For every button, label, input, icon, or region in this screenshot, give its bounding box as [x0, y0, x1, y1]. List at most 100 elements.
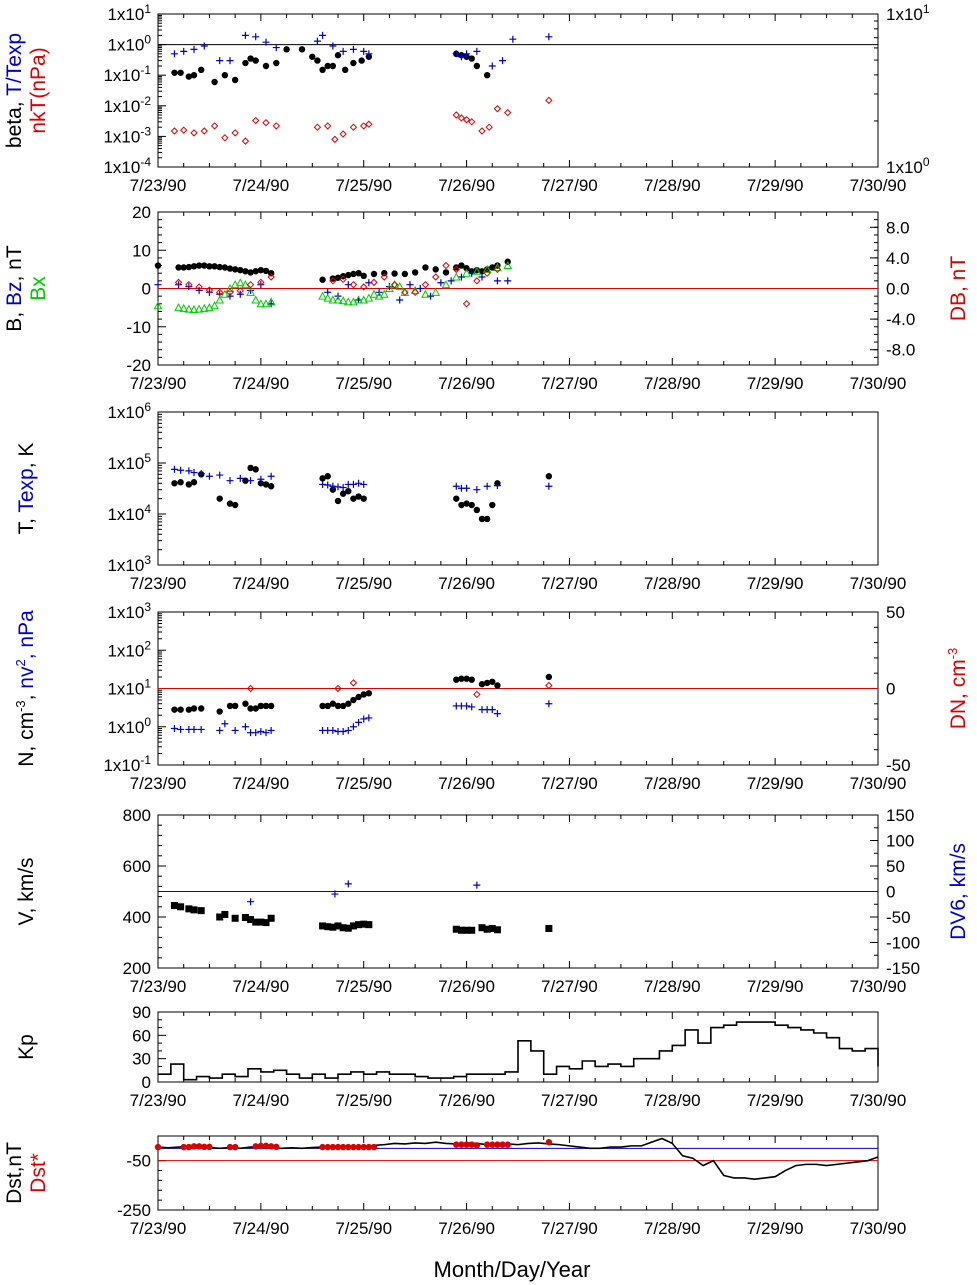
- data-point: [545, 33, 553, 41]
- data-point: [210, 122, 219, 130]
- y-tick-label-left-base: 1x10: [107, 36, 144, 55]
- data-point: [252, 918, 260, 926]
- data-point: [463, 702, 471, 710]
- data-point: [344, 924, 352, 932]
- data-point: [309, 53, 316, 60]
- x-tick-label: 7/30/90: [850, 977, 907, 996]
- panel-beta-ylabel: beta, T/Texp nkT(nPa): [3, 33, 50, 148]
- y-tick-label-right: 1x100: [886, 155, 930, 177]
- panels-root: 7/23/90 7/24/90 7/25/90 7/26/90 7/27/90 7/28/…: [3, 2, 970, 1238]
- data-point: [262, 119, 270, 127]
- data-point: [206, 263, 213, 270]
- data-point: [452, 111, 460, 119]
- data-point: [242, 477, 249, 484]
- y-tick-label-right: 150: [886, 806, 914, 825]
- y-tick-label-left: 1x10-2: [103, 94, 151, 116]
- series-beta: [171, 46, 491, 86]
- y-tick-label-left-base: 1x10: [103, 97, 140, 116]
- panel-bfield-ylabel-seg-1-0: Bx: [27, 276, 50, 301]
- data-point: [170, 127, 179, 135]
- data-point: [334, 702, 342, 710]
- data-point: [329, 42, 337, 50]
- data-point: [180, 264, 187, 271]
- data-point: [174, 303, 183, 312]
- data-point: [349, 297, 358, 306]
- data-point: [190, 725, 198, 733]
- data-point: [421, 280, 430, 289]
- x-tick-label: 7/29/90: [747, 774, 804, 793]
- y-tick-label-left: 30: [132, 1050, 151, 1069]
- y-tick-label-left: 1x102: [107, 638, 151, 660]
- x-tick-label: 7/24/90: [232, 374, 289, 393]
- data-point: [453, 1141, 460, 1148]
- data-point: [339, 490, 347, 497]
- data-point: [463, 500, 470, 507]
- data-point: [190, 906, 198, 914]
- data-point: [257, 728, 265, 736]
- data-point: [221, 134, 229, 142]
- data-point: [199, 303, 209, 312]
- x-tick-label: 7/23/90: [130, 977, 187, 996]
- data-point: [334, 922, 342, 930]
- data-point: [247, 477, 255, 485]
- data-point: [170, 902, 178, 910]
- data-point: [458, 675, 465, 682]
- data-point: [458, 262, 465, 269]
- data-point: [473, 690, 481, 699]
- x-tick-label: 7/23/90: [130, 574, 187, 593]
- data-point: [256, 299, 266, 308]
- data-point: [345, 271, 352, 279]
- x-tick-label: 7/24/90: [232, 977, 289, 996]
- data-point: [216, 708, 223, 715]
- data-point: [180, 126, 188, 134]
- data-point: [339, 728, 347, 736]
- data-point: [313, 37, 321, 45]
- data-point: [401, 270, 409, 278]
- data-point: [329, 482, 337, 490]
- data-point: [329, 923, 337, 931]
- data-point: [365, 50, 373, 58]
- x-tick-label: 7/30/90: [850, 1091, 907, 1110]
- data-point: [468, 926, 476, 934]
- y-tick-label-left-exp: 3: [144, 553, 151, 567]
- y-tick-label-left: 0: [142, 1073, 151, 1092]
- y-tick-label-left: 1x103: [107, 553, 151, 575]
- data-point: [483, 515, 491, 523]
- data-point: [195, 262, 203, 269]
- x-tick-label: 7/24/90: [232, 176, 289, 195]
- panel-velocity-right-label-line-0: DV6, km/s: [947, 843, 970, 940]
- panel-bfield-ylabel-seg-0-0: B,: [3, 306, 26, 332]
- y-tick-label-left-base: 1x10: [107, 505, 144, 524]
- data-point: [154, 281, 162, 289]
- panel-beta-ylabel-seg-0-0: beta,: [3, 96, 26, 148]
- data-point: [247, 898, 255, 906]
- x-tick-label: 7/28/90: [644, 774, 701, 793]
- y-tick-label-right: 0: [886, 680, 895, 699]
- x-tick-label: 7/28/90: [644, 374, 701, 393]
- data-point: [231, 266, 239, 273]
- data-point: [370, 270, 378, 278]
- data-point: [262, 38, 270, 46]
- panel-bfield-ylabel-line-1: Bx: [27, 276, 50, 301]
- data-point: [216, 288, 224, 297]
- data-point: [221, 720, 229, 728]
- data-point: [241, 137, 250, 145]
- data-point: [257, 702, 265, 710]
- y-tick-label-left: 1x103: [107, 600, 151, 622]
- data-point: [195, 283, 203, 291]
- data-point: [359, 295, 369, 304]
- data-point: [329, 277, 337, 285]
- data-point: [485, 123, 493, 131]
- data-point: [432, 273, 440, 281]
- y-tick-label-right-exp: 0: [923, 155, 930, 169]
- data-point: [200, 127, 208, 135]
- data-point: [324, 473, 331, 480]
- data-point: [483, 266, 491, 273]
- data-point: [355, 493, 362, 500]
- data-point: [211, 263, 218, 270]
- y-tick-label-left-base: 1x10: [103, 756, 140, 775]
- panel-density-ylabel: N, cm-3, nv2, nPa: [13, 610, 38, 767]
- data-point: [493, 482, 501, 490]
- y-tick-label-left-base: 1x10: [107, 454, 144, 473]
